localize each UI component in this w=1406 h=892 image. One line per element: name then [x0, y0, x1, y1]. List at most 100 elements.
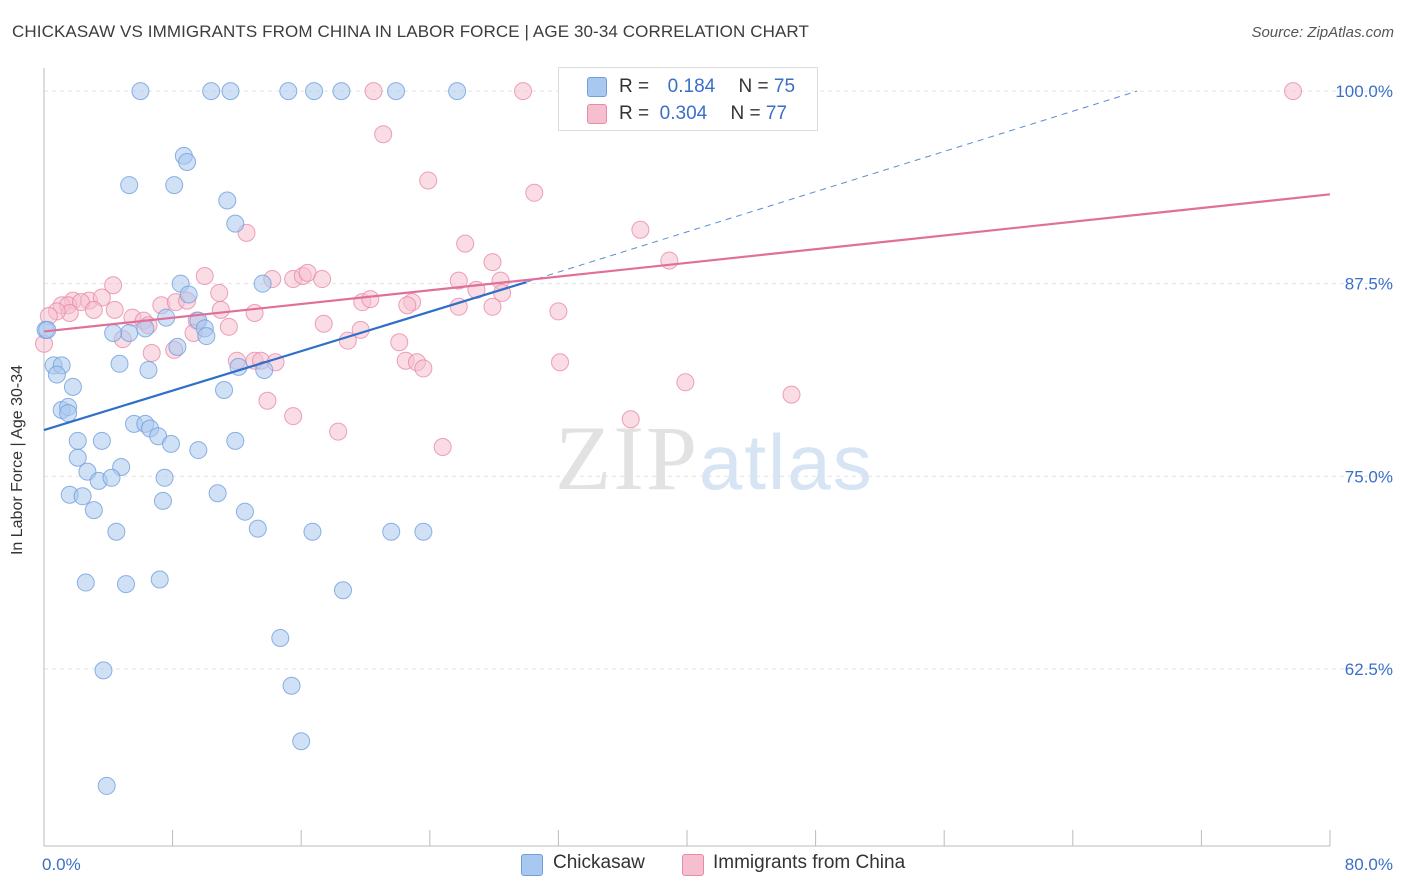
- chickasaw-point: [139, 360, 158, 379]
- y-tick-label: 100.0%: [1335, 82, 1393, 101]
- chickasaw-point: [150, 570, 169, 589]
- china-point: [284, 407, 303, 426]
- legend-swatch-china: [682, 854, 704, 876]
- china-point: [414, 359, 433, 378]
- legend-label-chickasaw: Chickasaw: [553, 852, 645, 873]
- chickasaw-point: [178, 152, 197, 171]
- chickasaw-point: [107, 522, 126, 541]
- chickasaw-point: [68, 431, 87, 450]
- r-label: R =: [619, 103, 650, 124]
- china-point: [219, 317, 238, 336]
- chickasaw-trendline-extension: [526, 90, 1138, 283]
- chickasaw-point: [333, 581, 352, 600]
- chickasaw-point: [303, 522, 322, 541]
- chickasaw-point: [248, 519, 267, 538]
- chickasaw-point: [387, 82, 406, 101]
- chickasaw-point: [59, 404, 78, 423]
- chickasaw-point: [47, 365, 66, 384]
- chickasaw-point: [120, 323, 139, 342]
- chickasaw-point: [168, 337, 187, 356]
- china-point: [631, 220, 650, 239]
- chickasaw-point: [382, 522, 401, 541]
- chickasaw-point: [221, 82, 240, 101]
- chickasaw-point: [218, 191, 237, 210]
- chickasaw-point: [131, 82, 150, 101]
- chickasaw-point: [73, 487, 92, 506]
- china-point: [258, 391, 277, 410]
- chart-title: CHICKASAW VS IMMIGRANTS FROM CHINA IN LA…: [12, 22, 809, 41]
- china-point: [782, 385, 801, 404]
- china-point: [314, 314, 333, 333]
- chickasaw-point: [414, 522, 433, 541]
- chickasaw-point: [282, 676, 301, 695]
- series-legend: Chickasaw Immigrants from China: [0, 852, 1406, 876]
- legend-swatch-chickasaw: [521, 854, 543, 876]
- n-value: 77: [765, 103, 788, 124]
- chickasaw-point: [155, 468, 174, 487]
- y-axis-label: In Labor Force | Age 30-34: [9, 364, 26, 556]
- chickasaw-point: [189, 441, 208, 460]
- chickasaw-point: [153, 491, 172, 510]
- y-tick-label: 62.5%: [1345, 660, 1393, 679]
- china-point: [449, 271, 468, 290]
- chickasaw-point: [94, 661, 113, 680]
- legend-swatch-china: [587, 104, 607, 124]
- china-point: [390, 333, 409, 352]
- china-trendline: [43, 193, 1331, 333]
- china-point: [621, 410, 640, 429]
- chickasaw-point: [76, 573, 95, 592]
- china-point: [398, 296, 417, 315]
- chickasaw-point: [84, 501, 103, 520]
- china-point: [84, 300, 103, 319]
- chickasaw-point: [92, 431, 111, 450]
- chickasaw-trendline: [43, 281, 527, 432]
- china-point: [329, 422, 348, 441]
- chickasaw-point: [208, 484, 227, 503]
- china-point: [104, 276, 123, 295]
- china-point: [419, 171, 438, 190]
- chickasaw-point: [97, 776, 116, 795]
- y-tick-label: 87.5%: [1345, 275, 1393, 294]
- china-point: [313, 270, 332, 289]
- chickasaw-point: [226, 214, 245, 233]
- chickasaw-point: [110, 354, 129, 373]
- china-point: [483, 253, 502, 272]
- chickasaw-point: [226, 431, 245, 450]
- china-point: [374, 125, 393, 144]
- china-point: [211, 300, 230, 319]
- n-value: 75: [773, 76, 796, 97]
- china-point: [660, 251, 679, 270]
- chickasaw-point: [63, 377, 82, 396]
- chickasaw-point: [197, 327, 216, 346]
- china-point: [483, 297, 502, 316]
- china-point: [1284, 82, 1303, 101]
- china-point: [525, 183, 544, 202]
- chickasaw-point: [136, 319, 155, 338]
- r-value: 0.304: [659, 103, 708, 124]
- china-point: [361, 290, 380, 309]
- china-point: [456, 234, 475, 253]
- legend-label-china: Immigrants from China: [713, 852, 906, 873]
- china-point: [245, 303, 264, 322]
- chickasaw-point: [215, 380, 234, 399]
- chickasaw-point: [165, 176, 184, 195]
- r-value: 0.184: [667, 76, 716, 97]
- chart-source: Source: ZipAtlas.com: [1251, 24, 1394, 41]
- chickasaw-point: [235, 502, 254, 521]
- china-point: [433, 437, 452, 456]
- correlation-legend: R = 0.184 N = 75 R = 0.304 N = 77: [558, 67, 818, 131]
- legend-row-china: R = 0.304 N = 77: [619, 103, 787, 125]
- chickasaw-point: [102, 468, 121, 487]
- chickasaw-point: [271, 629, 290, 648]
- watermark-atlas: atlas: [699, 418, 874, 506]
- chickasaw-point: [292, 732, 311, 751]
- chickasaw-point: [116, 575, 135, 594]
- chickasaw-point: [448, 82, 467, 101]
- r-label: R =: [619, 76, 650, 97]
- legend-row-chickasaw: R = 0.184 N = 75: [619, 76, 795, 98]
- n-label: N =: [730, 103, 761, 124]
- china-point: [551, 353, 570, 372]
- chickasaw-point: [120, 176, 139, 195]
- chickasaw-point: [253, 274, 272, 293]
